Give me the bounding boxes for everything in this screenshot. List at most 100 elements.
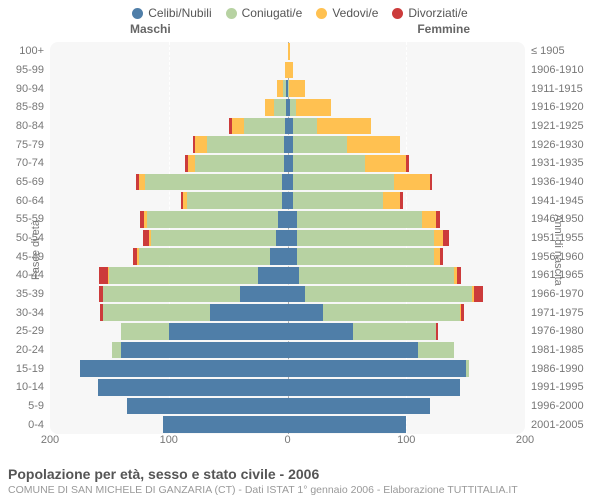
age-row: 65-691936-1940	[50, 173, 525, 192]
bar-segment	[145, 174, 282, 191]
female-bar	[288, 211, 440, 228]
chart-subtitle: COMUNE DI SAN MICHELE DI GANZARIA (CT) -…	[8, 484, 592, 496]
bar-segment	[288, 230, 298, 247]
bar-segment	[288, 323, 353, 340]
bar-segment	[121, 342, 287, 359]
bar-segment	[112, 342, 122, 359]
bar-segment	[293, 192, 382, 209]
birth-year-label: 1906-1910	[525, 64, 584, 76]
x-tick: 200	[516, 434, 534, 446]
bar-segment	[265, 99, 275, 116]
age-label: 50-54	[16, 232, 50, 244]
bar-segment	[274, 99, 286, 116]
legend-swatch	[132, 8, 143, 19]
bar-segment	[195, 155, 284, 172]
bar-segment	[232, 118, 244, 135]
bar-segment	[305, 286, 471, 303]
bar-segment	[288, 62, 294, 79]
bar-segment	[288, 248, 298, 265]
male-bar	[185, 155, 287, 172]
male-bar	[80, 360, 288, 377]
bar-segment	[99, 267, 109, 284]
x-axis: 2001000100200	[50, 434, 525, 450]
bar-segment	[461, 304, 465, 321]
birth-year-label: 1941-1945	[525, 195, 584, 207]
legend-item: Vedovi/e	[316, 6, 378, 20]
x-tick: 0	[284, 434, 290, 446]
bar-segment	[151, 230, 276, 247]
age-row: 80-841921-1925	[50, 117, 525, 136]
bar-segment	[457, 267, 461, 284]
bar-segment	[169, 323, 288, 340]
bar-segment	[289, 80, 306, 97]
male-bar	[136, 174, 288, 191]
female-bar	[288, 174, 433, 191]
legend-item: Celibi/Nubili	[132, 6, 211, 20]
female-bar	[288, 248, 444, 265]
population-pyramid-chart: Celibi/NubiliConiugati/eVedovi/eDivorzia…	[0, 0, 600, 500]
bar-segment	[207, 136, 284, 153]
age-row: 85-891916-1920	[50, 98, 525, 117]
bar-segment	[195, 136, 207, 153]
chart-title: Popolazione per età, sesso e stato civil…	[8, 466, 592, 482]
age-row: 5-91996-2000	[50, 397, 525, 416]
birth-year-label: 1931-1935	[525, 157, 584, 169]
bar-segment	[127, 398, 287, 415]
age-row: 40-441961-1965	[50, 266, 525, 285]
age-label: 85-89	[16, 101, 50, 113]
legend-item: Coniugati/e	[226, 6, 303, 20]
female-bar	[288, 230, 450, 247]
female-bar	[288, 80, 306, 97]
age-label: 15-19	[16, 363, 50, 375]
legend-label: Coniugati/e	[242, 6, 303, 20]
birth-year-label: 1971-1975	[525, 307, 584, 319]
bar-segment	[293, 174, 394, 191]
female-bar	[288, 155, 409, 172]
bar-segment	[430, 174, 432, 191]
bar-segment	[293, 118, 317, 135]
bar-segment	[422, 211, 436, 228]
age-row: 20-241981-1985	[50, 341, 525, 360]
bar-segment	[121, 323, 169, 340]
age-row: 45-491956-1960	[50, 247, 525, 266]
female-bar	[288, 43, 290, 60]
bar-segment	[258, 267, 288, 284]
bar-segment	[288, 416, 407, 433]
male-bar	[133, 248, 287, 265]
birth-year-label: 2001-2005	[525, 419, 584, 431]
age-row: 10-141991-1995	[50, 378, 525, 397]
male-bar	[265, 99, 288, 116]
age-label: 90-94	[16, 83, 50, 95]
bar-segment	[188, 155, 195, 172]
bar-segment	[270, 248, 288, 265]
age-row: 30-341971-1975	[50, 303, 525, 322]
male-bar	[99, 286, 288, 303]
bar-segment	[296, 99, 332, 116]
female-bar	[288, 136, 401, 153]
bar-segment	[103, 286, 240, 303]
age-label: 0-4	[28, 419, 50, 431]
x-tick: 200	[41, 434, 59, 446]
bar-segment	[406, 155, 408, 172]
female-bar	[288, 99, 332, 116]
birth-year-label: 1946-1950	[525, 213, 584, 225]
age-row: 70-741931-1935	[50, 154, 525, 173]
bar-segment	[400, 192, 402, 209]
bar-segment	[240, 286, 288, 303]
bar-segment	[434, 230, 444, 247]
female-bar	[288, 286, 484, 303]
male-bar	[112, 342, 288, 359]
age-row: 90-941911-1915	[50, 79, 525, 98]
column-headers: Maschi Femmine	[0, 22, 600, 38]
age-label: 80-84	[16, 120, 50, 132]
legend-swatch	[392, 8, 403, 19]
bar-segment	[288, 43, 290, 60]
female-bar	[288, 360, 470, 377]
bar-segment	[80, 360, 288, 377]
bar-segment	[365, 155, 407, 172]
male-bar	[193, 136, 288, 153]
x-tick: 100	[397, 434, 415, 446]
age-label: 65-69	[16, 176, 50, 188]
age-label: 60-64	[16, 195, 50, 207]
age-row: 75-791926-1930	[50, 135, 525, 154]
